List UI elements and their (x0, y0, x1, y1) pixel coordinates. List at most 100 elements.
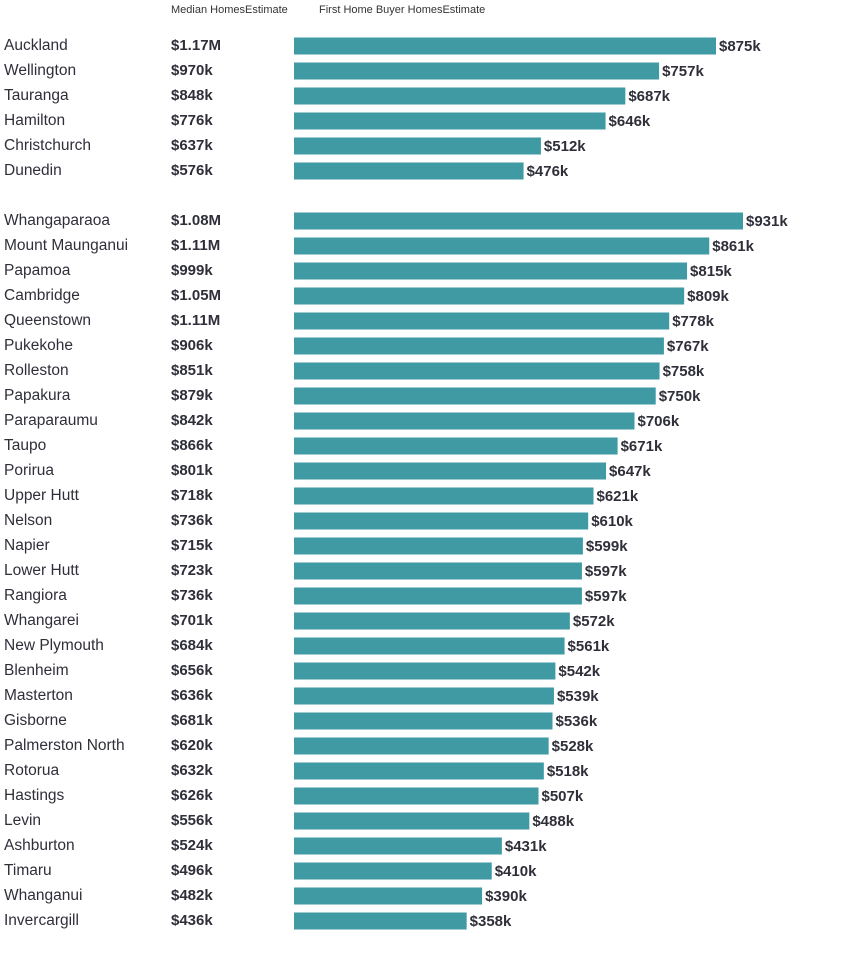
city-label-ashburton: Ashburton (4, 837, 75, 854)
bar-whangaparaoa (294, 212, 743, 230)
city-label-pukekohe: Pukekohe (4, 337, 73, 354)
bar-pukekohe (294, 337, 664, 355)
row-palmerston-north: Palmerston North $620k $528k (4, 737, 594, 755)
median-label-pukekohe: $906k (171, 337, 213, 354)
row-lower-hutt: Lower Hutt $723k $597k (4, 562, 627, 580)
median-label-rotorua: $632k (171, 762, 213, 779)
value-label-christchurch: $512k (544, 138, 586, 155)
row-christchurch: Christchurch $637k $512k (4, 137, 586, 155)
median-label-dunedin: $576k (171, 162, 213, 179)
city-label-mount-maunganui: Mount Maunganui (4, 237, 128, 254)
bar-timaru (294, 862, 492, 880)
bar-blenheim (294, 662, 556, 680)
bar-paraparaumu (294, 412, 635, 430)
bar-mount-maunganui (294, 237, 710, 255)
city-label-rotorua: Rotorua (4, 762, 60, 779)
median-label-invercargill: $436k (171, 912, 213, 929)
row-wellington: Wellington $970k $757k (4, 62, 704, 80)
row-blenheim: Blenheim $656k $542k (4, 662, 601, 680)
value-label-tauranga: $687k (628, 88, 670, 105)
row-mount-maunganui: Mount Maunganui $1.11M $861k (4, 237, 755, 255)
median-label-wellington: $970k (171, 62, 213, 79)
city-label-rolleston: Rolleston (4, 362, 69, 379)
bar-tauranga (294, 87, 626, 105)
bar-taupo (294, 437, 618, 455)
bar-cambridge (294, 287, 685, 305)
bar-hastings (294, 787, 539, 805)
bar-whanganui (294, 887, 483, 905)
value-label-porirua: $647k (609, 463, 651, 480)
median-label-napier: $715k (171, 537, 213, 554)
value-label-paraparaumu: $706k (637, 413, 679, 430)
value-label-cambridge: $809k (687, 288, 729, 305)
median-label-lower-hutt: $723k (171, 562, 213, 579)
median-label-porirua: $801k (171, 462, 213, 479)
row-taupo: Taupo $866k $671k (4, 437, 663, 455)
city-label-dunedin: Dunedin (4, 162, 62, 179)
city-label-lower-hutt: Lower Hutt (4, 562, 80, 579)
bar-upper-hutt (294, 487, 594, 505)
bar-hamilton (294, 112, 606, 130)
median-label-paraparaumu: $842k (171, 412, 213, 429)
bar-auckland (294, 37, 716, 55)
bar-napier (294, 537, 583, 555)
city-label-upper-hutt: Upper Hutt (4, 487, 80, 504)
city-label-hamilton: Hamilton (4, 112, 65, 129)
bar-palmerston-north (294, 737, 549, 755)
value-label-papakura: $750k (659, 388, 701, 405)
row-new-plymouth: New Plymouth $684k $561k (4, 637, 610, 655)
median-label-auckland: $1.17M (171, 37, 221, 54)
bar-papamoa (294, 262, 688, 280)
row-papakura: Papakura $879k $750k (4, 387, 701, 405)
median-label-christchurch: $637k (171, 137, 213, 154)
bar-lower-hutt (294, 562, 582, 580)
city-label-levin: Levin (4, 812, 41, 829)
city-label-cambridge: Cambridge (4, 287, 80, 304)
row-nelson: Nelson $736k $610k (4, 512, 634, 530)
value-label-new-plymouth: $561k (568, 638, 610, 655)
city-label-papakura: Papakura (4, 387, 71, 404)
row-whangaparaoa: Whangaparaoa $1.08M $931k (4, 212, 788, 230)
median-label-taupo: $866k (171, 437, 213, 454)
median-label-hamilton: $776k (171, 112, 213, 129)
bar-queenstown (294, 312, 670, 330)
city-label-auckland: Auckland (4, 37, 68, 54)
row-rotorua: Rotorua $632k $518k (4, 762, 589, 780)
median-column-header: Median HomesEstimate (171, 4, 288, 16)
row-ashburton: Ashburton $524k $431k (4, 837, 547, 855)
bar-papakura (294, 387, 656, 405)
median-label-ashburton: $524k (171, 837, 213, 854)
median-label-mount-maunganui: $1.11M (171, 237, 220, 254)
value-label-rangiora: $597k (585, 588, 627, 605)
value-label-taupo: $671k (621, 438, 663, 455)
row-rolleston: Rolleston $851k $758k (4, 362, 705, 380)
median-label-whangarei: $701k (171, 612, 213, 629)
median-label-cambridge: $1.05M (171, 287, 221, 304)
row-queenstown: Queenstown $1.11M $778k (4, 312, 715, 330)
bar-levin (294, 812, 530, 830)
bar-rangiora (294, 587, 582, 605)
median-label-queenstown: $1.11M (171, 312, 220, 329)
value-label-timaru: $410k (495, 863, 537, 880)
median-label-whangaparaoa: $1.08M (171, 212, 221, 229)
row-whanganui: Whanganui $482k $390k (4, 887, 527, 905)
city-label-masterton: Masterton (4, 687, 73, 704)
city-label-blenheim: Blenheim (4, 662, 69, 679)
bar-masterton (294, 687, 554, 705)
city-label-nelson: Nelson (4, 512, 52, 529)
value-label-pukekohe: $767k (667, 338, 709, 355)
bar-wellington (294, 62, 660, 80)
value-label-palmerston-north: $528k (552, 738, 594, 755)
row-rangiora: Rangiora $736k $597k (4, 587, 627, 605)
median-label-papakura: $879k (171, 387, 213, 404)
city-label-tauranga: Tauranga (4, 87, 69, 104)
bar-nelson (294, 512, 589, 530)
value-label-masterton: $539k (557, 688, 599, 705)
row-tauranga: Tauranga $848k $687k (4, 87, 671, 105)
row-hamilton: Hamilton $776k $646k (4, 112, 651, 130)
city-label-whanganui: Whanganui (4, 887, 82, 904)
median-label-gisborne: $681k (171, 712, 213, 729)
city-label-timaru: Timaru (4, 862, 52, 879)
bar-invercargill (294, 912, 467, 930)
